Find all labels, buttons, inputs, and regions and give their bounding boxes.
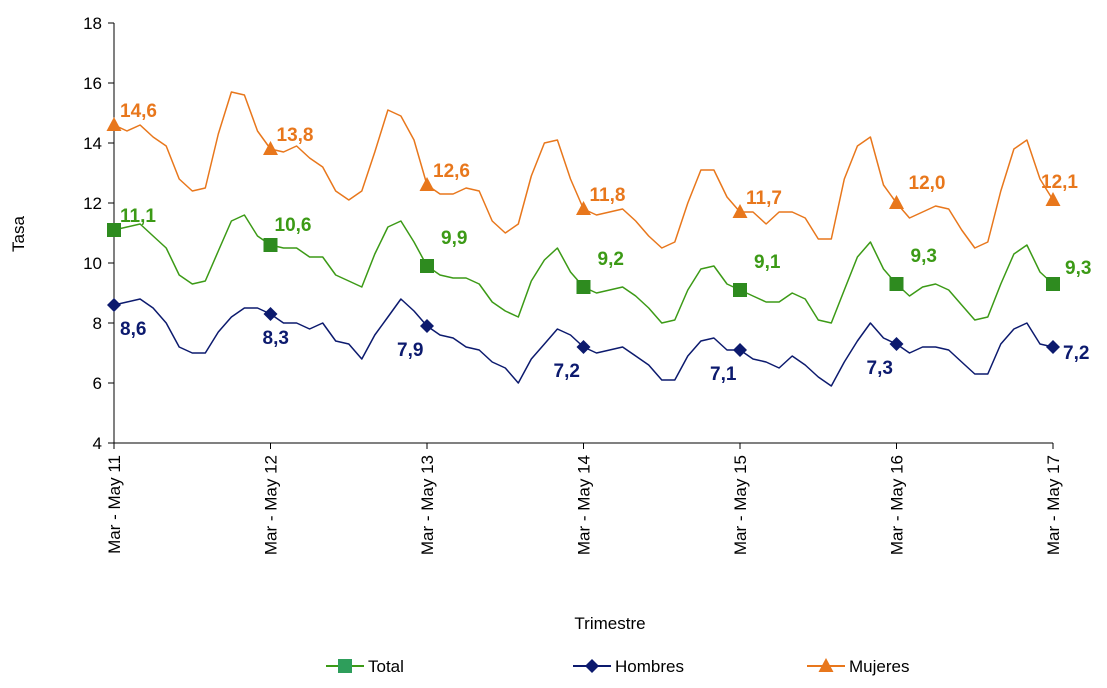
data-point-mujeres [732, 204, 748, 218]
y-tick-label: 16 [83, 74, 102, 93]
data-point-hombres [1046, 340, 1060, 354]
data-point-total [1046, 277, 1060, 291]
legend-marker-mujeres [818, 658, 834, 672]
legend-label-mujeres: Mujeres [849, 657, 909, 676]
x-tick-label: Mar - May 17 [1044, 455, 1063, 555]
data-label-hombres: 7,2 [554, 361, 580, 382]
series-line-total [113, 214, 1054, 324]
data-point-hombres [420, 319, 434, 333]
data-point-mujeres [419, 177, 435, 191]
data-label-mujeres: 11,8 [590, 185, 626, 206]
data-point-mujeres [1045, 192, 1061, 206]
data-label-mujeres: 12,0 [909, 173, 946, 194]
data-label-mujeres: 11,7 [746, 188, 782, 209]
y-tick-label: 4 [93, 434, 102, 453]
data-point-mujeres [576, 201, 591, 215]
x-tick-label: Mar - May 12 [262, 455, 281, 555]
data-label-mujeres: 12,1 [1041, 172, 1078, 193]
data-point-mujeres [889, 195, 904, 209]
y-tick-label: 12 [83, 194, 102, 213]
series-line-mujeres [113, 91, 1054, 249]
data-label-total: 9,3 [911, 246, 937, 267]
data-label-hombres: 7,2 [1063, 343, 1089, 364]
x-tick-label: Mar - May 15 [731, 455, 750, 555]
data-point-mujeres [263, 141, 278, 155]
data-label-hombres: 7,9 [397, 340, 423, 361]
x-axis-title: Trimestre [574, 614, 645, 633]
y-tick-label: 6 [93, 374, 102, 393]
data-label-hombres: 8,6 [120, 319, 146, 340]
y-axis-title: Tasa [9, 216, 28, 252]
data-point-total [263, 238, 278, 252]
data-point-hombres [889, 337, 904, 351]
x-tick-label: Mar - May 14 [575, 455, 594, 555]
data-label-total: 9,1 [754, 252, 781, 273]
data-point-hombres [107, 298, 121, 312]
data-label-mujeres: 13,8 [277, 125, 314, 146]
data-point-hombres [263, 307, 278, 321]
legend-marker-total [338, 659, 352, 673]
data-label-mujeres: 14,6 [120, 101, 157, 122]
data-label-hombres: 7,3 [867, 358, 893, 379]
legend: Total Hombres Mujeres [326, 657, 909, 676]
data-label-total: 9,9 [441, 228, 467, 249]
data-point-mujeres [106, 117, 122, 131]
x-tick-label: Mar - May 16 [888, 455, 907, 555]
y-tick-label: 18 [83, 14, 102, 33]
data-point-total [107, 223, 121, 237]
data-point-hombres [733, 343, 747, 357]
data-point-total [576, 280, 591, 294]
data-label-total: 9,2 [598, 249, 624, 270]
data-point-total [420, 259, 434, 273]
data-label-total: 10,6 [275, 215, 312, 236]
data-label-total: 9,3 [1065, 258, 1091, 279]
y-tick-label: 10 [83, 254, 102, 273]
data-label-hombres: 7,1 [710, 364, 737, 385]
data-point-total [733, 283, 747, 297]
y-tick-label: 14 [83, 134, 102, 153]
data-label-total: 11,1 [120, 206, 156, 227]
y-tick-label: 8 [93, 314, 102, 333]
legend-marker-hombres [585, 659, 599, 673]
legend-label-hombres: Hombres [615, 657, 684, 676]
x-tick-label: Mar - May 11 [105, 455, 124, 554]
x-tick-label: Mar - May 13 [418, 455, 437, 555]
data-label-hombres: 8,3 [263, 328, 289, 349]
data-point-hombres [576, 340, 591, 354]
data-point-total [889, 277, 904, 291]
data-label-mujeres: 12,6 [433, 161, 470, 182]
legend-label-total: Total [368, 657, 404, 676]
